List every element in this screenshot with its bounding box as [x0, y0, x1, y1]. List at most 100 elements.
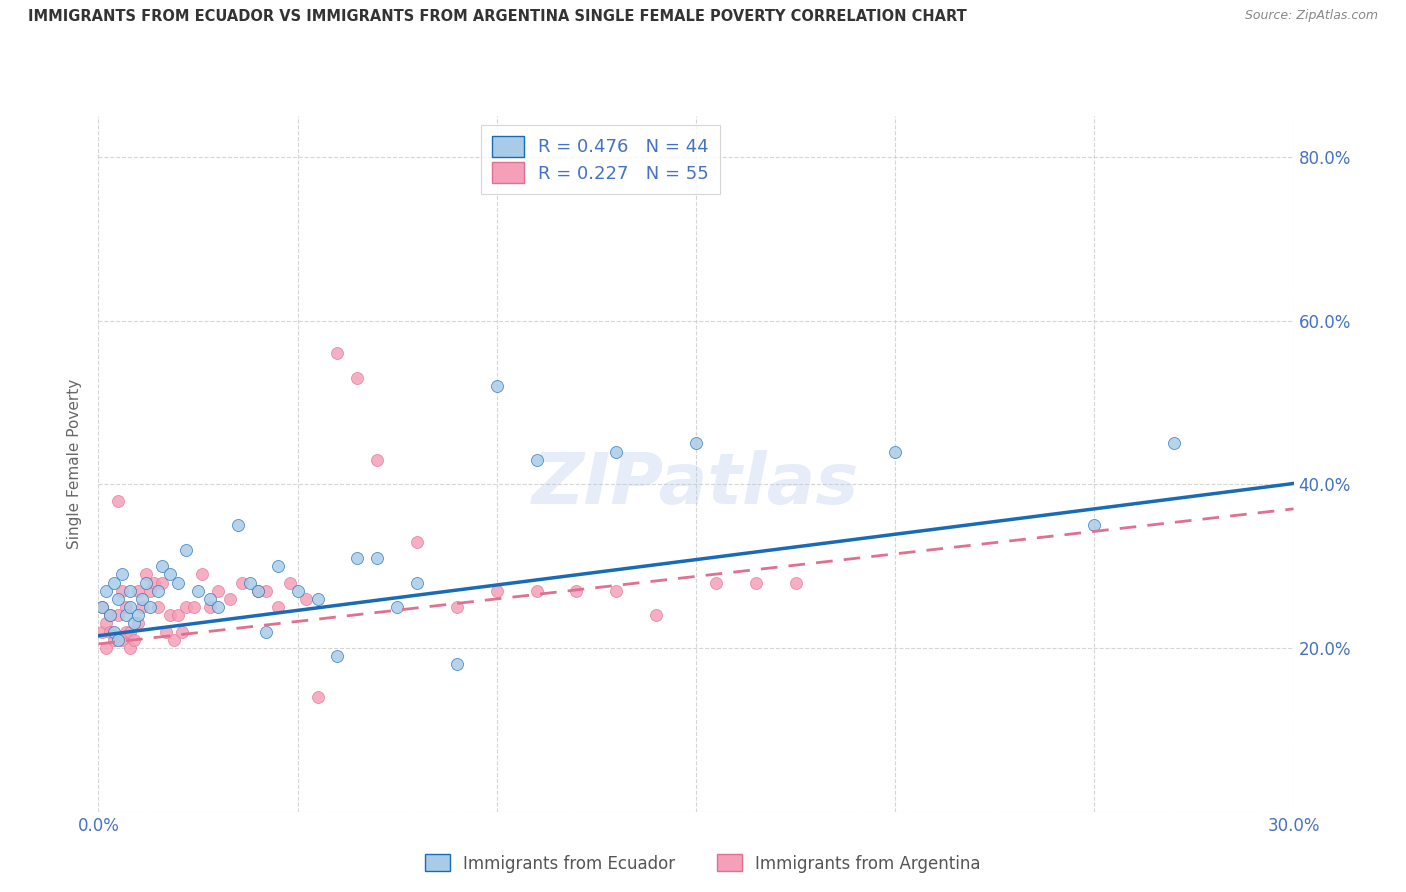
Point [406, 534, 429, 549]
Point [174, 542, 197, 557]
Point [366, 551, 388, 566]
Point [645, 608, 668, 623]
Point [124, 632, 146, 647]
Point [406, 575, 429, 590]
Point [446, 657, 468, 672]
Point [485, 583, 508, 598]
Point [120, 640, 142, 655]
Point [150, 575, 173, 590]
Point [485, 379, 508, 393]
Point [526, 583, 548, 598]
Point [111, 583, 134, 598]
Point [191, 567, 214, 582]
Point [150, 559, 173, 574]
Point [565, 583, 588, 598]
Point [346, 551, 368, 566]
Point [254, 624, 277, 639]
Point [172, 624, 194, 639]
Point [254, 583, 277, 598]
Point [115, 624, 138, 639]
Point [246, 583, 269, 598]
Point [163, 632, 186, 647]
Point [207, 600, 229, 615]
Point [326, 649, 349, 664]
Point [219, 591, 242, 606]
Legend: R = 0.476   N = 44, R = 0.227   N = 55: R = 0.476 N = 44, R = 0.227 N = 55 [481, 125, 720, 194]
Point [167, 608, 190, 623]
Point [307, 690, 329, 705]
Point [294, 591, 316, 606]
Point [91, 600, 114, 615]
Point [187, 583, 209, 598]
Point [100, 608, 122, 623]
Point [120, 624, 142, 639]
Point [91, 600, 114, 615]
Point [96, 640, 118, 655]
Point [207, 583, 229, 598]
Text: ZIPatlas: ZIPatlas [533, 450, 859, 519]
Point [135, 567, 157, 582]
Point [139, 583, 162, 598]
Point [198, 591, 221, 606]
Point [103, 624, 125, 639]
Point [139, 600, 162, 615]
Point [103, 632, 125, 647]
Point [183, 600, 205, 615]
Point [745, 575, 768, 590]
Point [96, 583, 118, 598]
Point [120, 600, 142, 615]
Point [143, 575, 166, 590]
Point [107, 608, 129, 623]
Point [96, 616, 118, 631]
Point [605, 583, 627, 598]
Point [346, 371, 368, 385]
Point [135, 575, 157, 590]
Point [111, 567, 134, 582]
Point [605, 444, 627, 458]
Point [111, 632, 134, 647]
Point [107, 591, 129, 606]
Legend: Immigrants from Ecuador, Immigrants from Argentina: Immigrants from Ecuador, Immigrants from… [419, 847, 987, 880]
Point [131, 591, 153, 606]
Point [884, 444, 907, 458]
Point [120, 583, 142, 598]
Point [91, 624, 114, 639]
Point [127, 583, 149, 598]
Point [174, 600, 197, 615]
Point [148, 600, 170, 615]
Point [198, 600, 221, 615]
Point [326, 346, 349, 360]
Text: IMMIGRANTS FROM ECUADOR VS IMMIGRANTS FROM ARGENTINA SINGLE FEMALE POVERTY CORRE: IMMIGRANTS FROM ECUADOR VS IMMIGRANTS FR… [28, 9, 967, 24]
Text: Source: ZipAtlas.com: Source: ZipAtlas.com [1244, 9, 1378, 22]
Point [100, 624, 122, 639]
Point [685, 436, 707, 450]
Point [107, 493, 129, 508]
Point [1083, 518, 1105, 533]
Point [366, 452, 388, 467]
Point [159, 567, 181, 582]
Point [231, 575, 253, 590]
Point [159, 608, 181, 623]
Point [239, 575, 262, 590]
Point [127, 616, 149, 631]
Point [446, 600, 468, 615]
Point [226, 518, 249, 533]
Point [127, 608, 149, 623]
Point [100, 608, 122, 623]
Point [287, 583, 309, 598]
Point [148, 583, 170, 598]
Point [103, 575, 125, 590]
Point [107, 632, 129, 647]
Point [785, 575, 807, 590]
Point [307, 591, 329, 606]
Point [167, 575, 190, 590]
Point [155, 624, 177, 639]
Point [526, 452, 548, 467]
Point [267, 600, 290, 615]
Y-axis label: Single Female Poverty: Single Female Poverty [67, 379, 83, 549]
Point [704, 575, 727, 590]
Point [115, 608, 138, 623]
Point [131, 600, 153, 615]
Point [124, 616, 146, 631]
Point [246, 583, 269, 598]
